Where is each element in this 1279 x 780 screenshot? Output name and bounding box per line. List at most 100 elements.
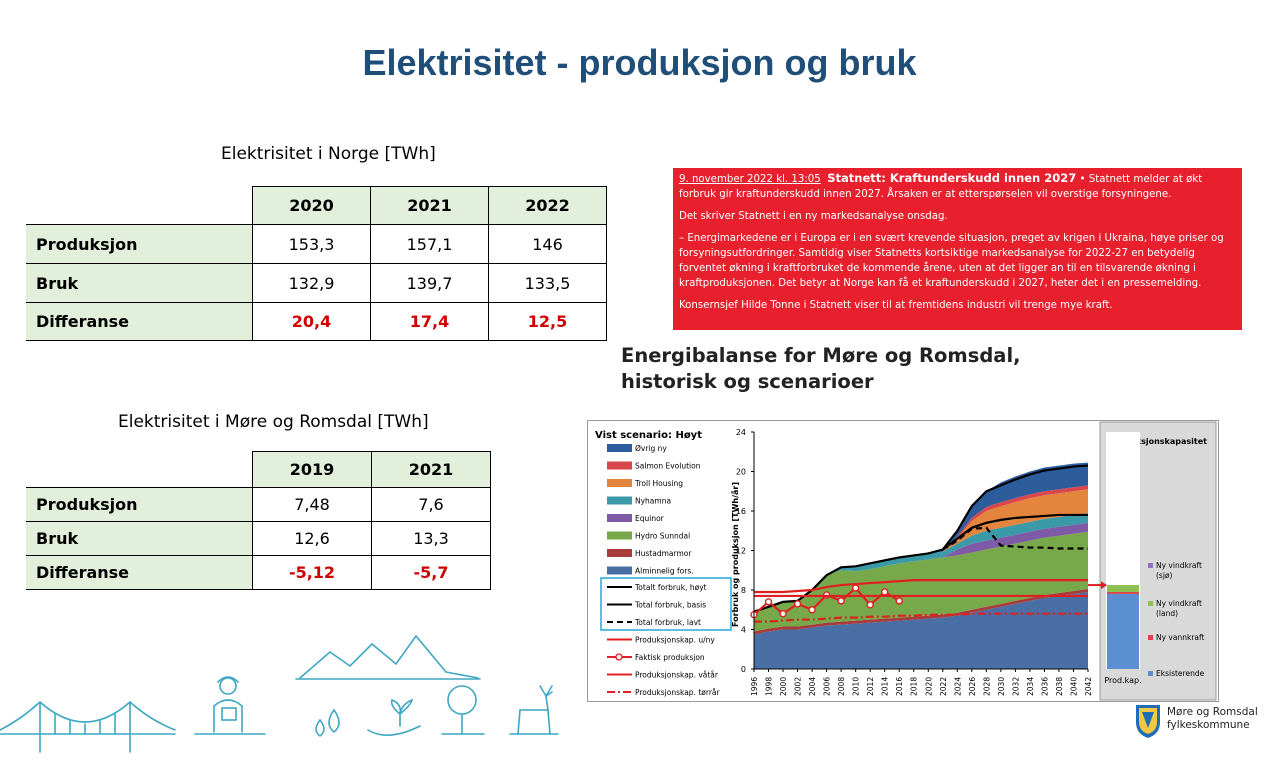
area-series-1	[754, 591, 1088, 669]
county-logo-shield	[1136, 705, 1160, 738]
cell: 12,6	[252, 521, 372, 556]
plant-hand-icon	[367, 698, 421, 736]
row-label: Produksjon	[26, 224, 253, 264]
x-tick-label: 2026	[968, 677, 977, 696]
bridge-icon	[0, 701, 176, 753]
area-series-3	[754, 531, 1088, 632]
water-drops-icon	[315, 708, 340, 738]
capacity-legend-swatch	[1148, 671, 1153, 676]
x-tick-label: 2012	[866, 677, 875, 696]
table-row: Produksjon 7,48 7,6	[26, 487, 491, 522]
legend-swatch	[607, 514, 632, 522]
cell: 7,48	[252, 487, 372, 522]
row-label: Differanse	[26, 555, 253, 590]
cell: 20,4	[252, 302, 371, 341]
row-label: Bruk	[26, 521, 253, 556]
data-point	[895, 597, 903, 605]
area-series-4	[754, 522, 1088, 612]
data-point	[837, 597, 845, 605]
legend-label: Equinor	[635, 514, 665, 523]
legend-label: Hydro Sunndal	[635, 532, 690, 541]
x-tick-label: 2014	[881, 677, 890, 696]
legend-label: Hustadmarmor	[635, 549, 692, 558]
capacity-legend-label: Ny vannkraft	[1156, 633, 1205, 642]
capacity-legend-label: Ny vindkraft	[1156, 599, 1202, 608]
x-tick-label: 2016	[895, 677, 904, 696]
y-tick-label: 0	[741, 665, 746, 674]
capacity-panel-title: Produksjonskapasitet	[1109, 437, 1207, 446]
x-tick-label: 2034	[1026, 677, 1035, 696]
logo-line: Møre og Romsdal	[1167, 706, 1258, 718]
legend-label: Nyhamna	[635, 497, 671, 506]
county-logo-text: Møre og Romsdal fylkeskommune	[1167, 706, 1258, 732]
legend-label: Total forbruk, basis	[634, 601, 706, 610]
x-tick-label: 2000	[779, 677, 788, 696]
y-tick-label: 8	[741, 586, 746, 595]
x-tick-label: 2030	[997, 677, 1006, 696]
data-point	[866, 601, 874, 609]
x-tick-label: 2024	[953, 677, 962, 696]
data-point	[793, 600, 802, 608]
capacity-legend-label: Ny vindkraft	[1156, 561, 1202, 570]
x-tick-label: 2022	[939, 677, 948, 696]
legend-swatch	[607, 549, 632, 557]
x-tick-label: 2008	[837, 677, 846, 696]
legend-label: Produksjonskap. tørrår	[635, 688, 720, 697]
capacity-bar-segment	[1107, 593, 1139, 669]
table-row: Bruk 12,6 13,3	[26, 521, 491, 556]
capacity-arrow-head	[1101, 581, 1107, 590]
table-mr: 2019 2021 Produksjon 7,48 7,6 Bruk 12,6 …	[26, 451, 491, 590]
cell: 146	[488, 224, 607, 264]
news-paragraph: – Energimarkedene er i Europa er i en sv…	[679, 233, 1224, 289]
news-date: 9. november 2022 kl. 13:05	[679, 174, 821, 185]
tree-icon	[441, 685, 485, 735]
energy-chart-title-line: historisk og scenarioer	[621, 370, 874, 393]
legend-label: Produksjonskap. u/ny	[635, 636, 715, 645]
table-row: Bruk 132,9 139,7 133,5	[26, 263, 607, 303]
y-tick-label: 4	[741, 626, 746, 635]
legend-swatch	[607, 566, 632, 575]
news-lead: • Statnett melder at økt forbruk gir kra…	[679, 174, 1203, 200]
cell: -5,12	[252, 555, 372, 590]
cell: -5,7	[371, 555, 491, 590]
page-title: Elektrisitet - produksjon og bruk	[362, 42, 917, 83]
x-tick-label: 2010	[852, 677, 861, 696]
capacity-legend-sublabel: (land)	[1156, 609, 1178, 618]
col-header: 2019	[252, 451, 372, 488]
capacity-legend-label: Eksisterende	[1156, 669, 1205, 678]
cell: 139,7	[370, 263, 489, 303]
col-header: 2021	[371, 451, 491, 488]
table-row: Differanse -5,12 -5,7	[26, 555, 491, 590]
area-series-2	[754, 589, 1088, 635]
x-tick-label: 2006	[823, 677, 832, 696]
x-tick-label: 2040	[1069, 677, 1078, 696]
energy-chart-title: Energibalanse for Møre og Romsdal, histo…	[621, 343, 1021, 395]
area-series-8	[754, 462, 1088, 612]
table-corner	[26, 451, 253, 488]
col-header: 2020	[252, 186, 371, 225]
table-mr-caption: Elektrisitet i Møre og Romsdal [TWh]	[118, 412, 429, 432]
row-label: Produksjon	[26, 487, 253, 522]
news-clipping: 9. november 2022 kl. 13:05 Statnett: Kra…	[673, 168, 1242, 330]
legend-label: Faktisk produksjon	[635, 653, 705, 662]
table-corner	[26, 186, 253, 225]
mountains-icon	[295, 634, 481, 680]
x-tick-label: 1998	[765, 677, 774, 696]
news-paragraph: Det skriver Statnett i en ny markedsanal…	[679, 211, 948, 222]
capacity-legend-swatch	[1148, 635, 1153, 640]
y-tick-label: 20	[736, 468, 746, 477]
legend-label: Totalt forbruk, høyt	[634, 583, 707, 592]
data-point	[880, 588, 889, 596]
x-tick-label: 2036	[1040, 677, 1049, 696]
cell: 17,4	[370, 302, 489, 341]
capacity-legend-swatch	[1148, 563, 1153, 568]
x-tick-label: 2020	[924, 677, 933, 696]
x-tick-label: 2002	[794, 677, 803, 696]
legend-highlight-box	[600, 577, 732, 631]
table-norge: 2020 2021 2022 Produksjon 153,3 157,1 14…	[26, 186, 607, 341]
cell: 153,3	[252, 224, 371, 264]
col-header: 2022	[488, 186, 607, 225]
table-row: Differanse 20,4 17,4 12,5	[26, 302, 607, 341]
chart-title: Vist scenario: Høyt	[595, 430, 702, 441]
legend-swatch	[607, 444, 632, 452]
